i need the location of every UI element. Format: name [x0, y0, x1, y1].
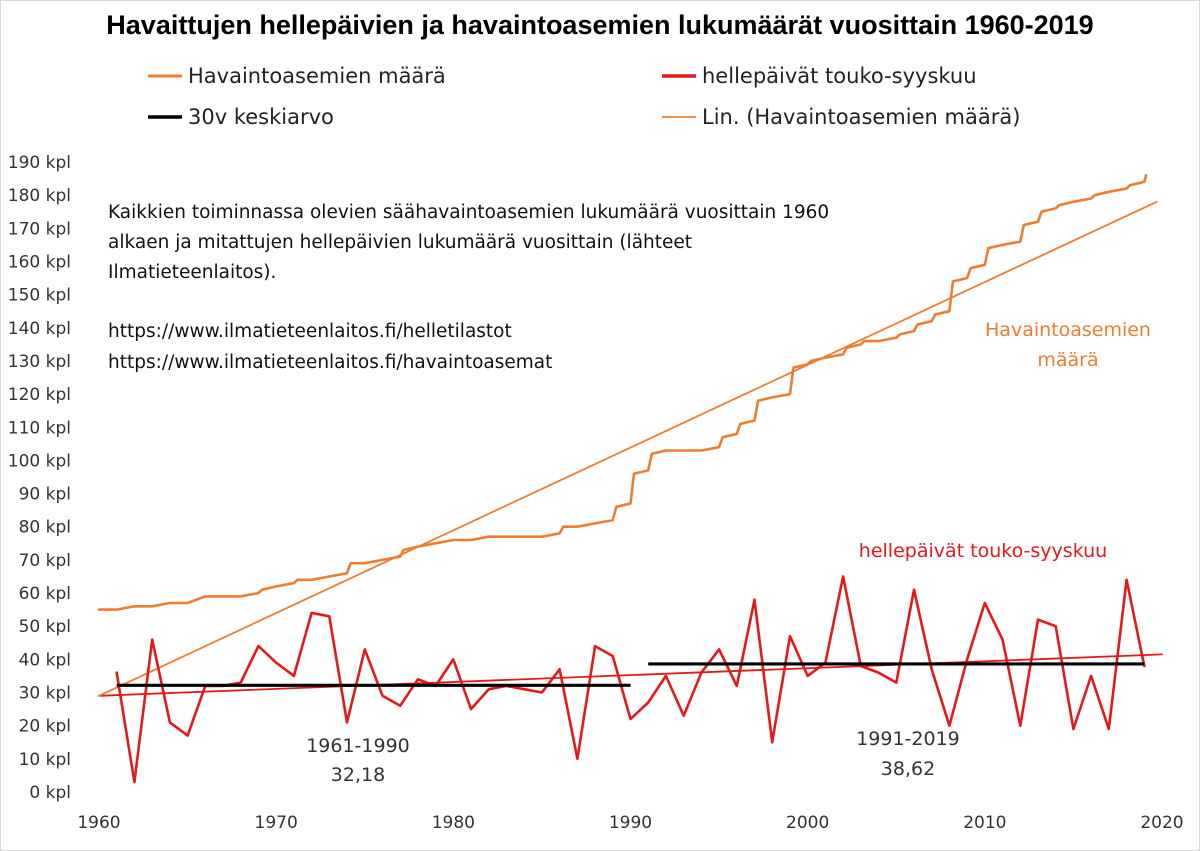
y-tick-label: 170 kpl [8, 219, 71, 239]
stations-trendline [98, 200, 1158, 697]
y-tick-label: 30 kpl [19, 684, 71, 704]
y-tick-label: 150 kpl [8, 286, 71, 306]
annotation-heatdays: hellepäivät touko-syyskuu [859, 540, 1107, 562]
heatdays-series-line [115, 575, 1146, 784]
x-tick-label: 2000 [786, 813, 829, 833]
legend: Havaintoasemien määrä hellepäivät touko-… [148, 64, 1020, 129]
y-tick-label: 40 kpl [19, 650, 71, 670]
y-tick-label: 110 kpl [8, 418, 71, 438]
y-tick-label: 160 kpl [8, 252, 71, 272]
x-tick-label: 1990 [609, 813, 652, 833]
plot-area [97, 174, 1163, 784]
y-tick-label: 180 kpl [8, 186, 71, 206]
y-tick-label: 10 kpl [19, 750, 71, 770]
y-tick-label: 50 kpl [19, 617, 71, 637]
chart-title: Havaittujen hellepäivien ja havaintoasem… [106, 10, 1093, 40]
y-tick-label: 70 kpl [19, 551, 71, 571]
y-tick-label: 90 kpl [19, 485, 71, 505]
y-axis: 0 kpl 10 kpl 20 kpl 30 kpl 40 kpl 50 kpl 60 kp… [8, 153, 71, 803]
y-tick-label: 60 kpl [19, 584, 71, 604]
y-tick-label: 100 kpl [8, 451, 71, 471]
y-tick-label: 130 kpl [8, 352, 71, 372]
x-tick-label: 1960 [77, 813, 120, 833]
note-link: https://www.ilmatieteenlaitos.fi/helleti… [108, 321, 512, 342]
annotation-period-2: 1991-2019 [856, 728, 960, 750]
x-tick-label: 2010 [963, 813, 1006, 833]
annotation-stations-1: Havaintoasemien [985, 319, 1151, 341]
annotation-period-1: 1961-1990 [306, 735, 410, 757]
y-tick-label: 0 kpl [29, 783, 71, 803]
annotations: Havaintoasemien määrä hellepäivät touko-… [306, 319, 1151, 786]
note-line: Kaikkien toiminnassa olevien säähavainto… [108, 202, 829, 223]
annotation-average-1: 32,18 [331, 764, 385, 786]
legend-label-average: 30v keskiarvo [188, 105, 334, 129]
x-tick-label: 1980 [432, 813, 475, 833]
note-line: alkaen ja mitattujen hellepäivien lukumä… [108, 232, 692, 253]
note-line: Ilmatieteenlaitos). [108, 262, 276, 283]
info-note: Kaikkien toiminnassa olevien säähavainto… [108, 202, 829, 373]
legend-label-stations: Havaintoasemien määrä [188, 64, 446, 88]
legend-label-heatdays: hellepäivät touko-syyskuu [702, 64, 977, 88]
y-tick-label: 140 kpl [8, 319, 71, 339]
legend-label-trend: Lin. (Havaintoasemien määrä) [702, 105, 1020, 129]
y-tick-label: 190 kpl [8, 153, 71, 173]
stations-series-line [97, 174, 1148, 611]
x-tick-label: 1970 [255, 813, 298, 833]
y-tick-label: 20 kpl [19, 717, 71, 737]
x-tick-label: 2020 [1140, 813, 1183, 833]
heatdays-trendline [98, 653, 1163, 697]
y-tick-label: 80 kpl [19, 518, 71, 538]
x-axis: 1960 1970 1980 1990 2000 2010 2020 [77, 813, 1183, 833]
y-tick-label: 120 kpl [8, 385, 71, 405]
annotation-average-2: 38,62 [881, 758, 935, 780]
note-link: https://www.ilmatieteenlaitos.fi/havaint… [108, 352, 552, 373]
annotation-stations-2: määrä [1037, 349, 1098, 371]
